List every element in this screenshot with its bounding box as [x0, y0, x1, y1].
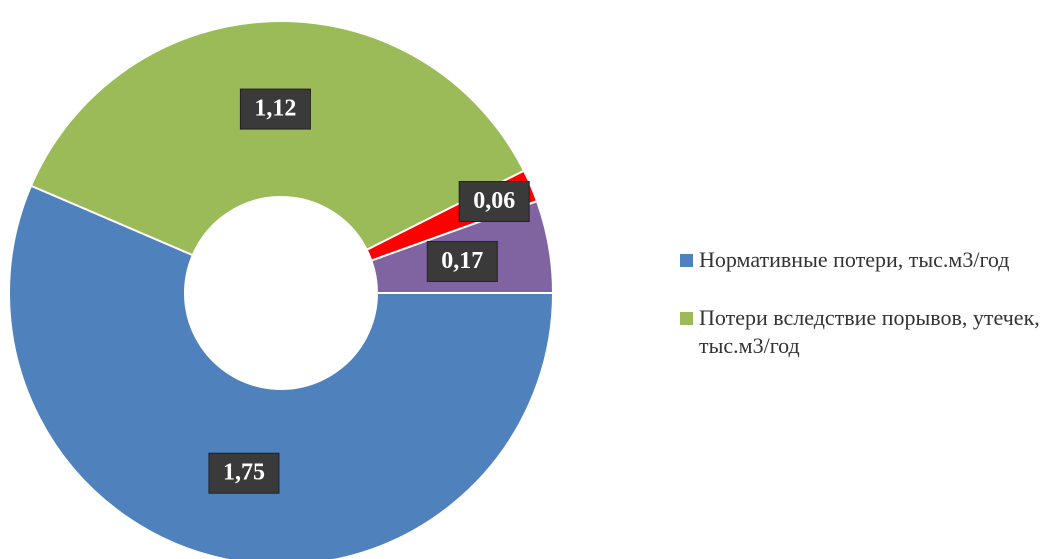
data-label: 1,12	[239, 88, 311, 130]
data-label-text: 0,17	[441, 248, 483, 274]
data-label-text: 1,12	[254, 96, 296, 122]
legend-entry: Нормативные потери, тыс.м3/год	[680, 246, 1060, 274]
data-label-box	[458, 181, 530, 223]
data-label-box	[239, 88, 311, 130]
donut-slice	[8, 184, 555, 559]
data-label: 0,17	[426, 240, 498, 282]
data-label-box	[208, 452, 280, 494]
data-label-text: 1,75	[223, 460, 265, 486]
legend-label: Нормативные потери, тыс.м3/год	[699, 247, 1010, 272]
legend-entry: Потери вследствие порывов, утечек, тыс.м…	[680, 304, 1060, 360]
legend-label: Потери вследствие порывов, утечек, тыс.м…	[699, 305, 1040, 358]
data-label-text: 0,06	[473, 188, 515, 214]
donut-slice	[29, 20, 526, 257]
legend: Нормативные потери, тыс.м3/год Потери всл…	[680, 246, 1060, 390]
data-label-box	[426, 240, 498, 282]
data-label: 1,75	[208, 452, 280, 494]
data-label: 0,06	[458, 181, 530, 223]
legend-swatch	[680, 312, 693, 325]
legend-swatch	[680, 254, 693, 267]
